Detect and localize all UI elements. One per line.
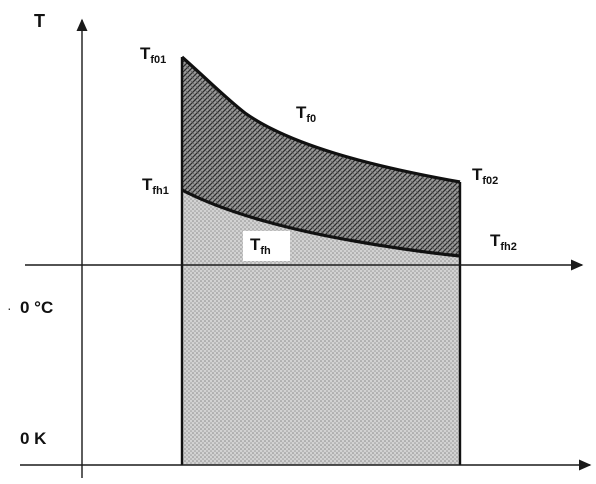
curve-t-fh (181, 188, 461, 258)
label-t-fh: Tfh (250, 235, 271, 257)
label-t-f01: Tf01 (140, 44, 166, 66)
zero-celsius-label: 0 °C (20, 298, 53, 317)
y-axis-label: T (34, 11, 45, 31)
label-t-fh1: Tfh1 (142, 175, 169, 197)
label-t-f0: Tf0 (296, 103, 316, 125)
stray-dot: · (7, 300, 12, 316)
upper-band (182, 57, 460, 256)
label-t-fh2: Tfh2 (490, 231, 517, 253)
label-t-f02: Tf02 (472, 165, 498, 187)
tfh-label-bg (243, 231, 290, 261)
zero-kelvin-label: 0 K (20, 429, 47, 448)
curve-t-f0 (180, 55, 461, 184)
